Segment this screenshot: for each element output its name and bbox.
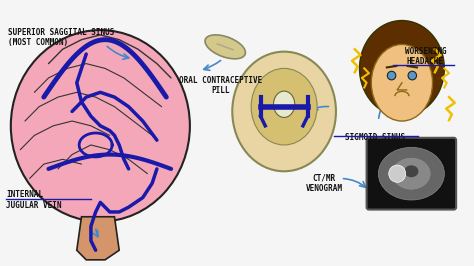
FancyBboxPatch shape (366, 138, 456, 210)
Ellipse shape (251, 68, 317, 145)
Ellipse shape (404, 165, 419, 177)
Ellipse shape (378, 147, 444, 200)
Ellipse shape (11, 30, 190, 222)
Polygon shape (77, 217, 119, 260)
Ellipse shape (359, 20, 444, 116)
Text: ORAL CONTRACEPTIVE
PILL: ORAL CONTRACEPTIVE PILL (179, 76, 262, 95)
Text: CT/MR
VENOGRAM: CT/MR VENOGRAM (306, 174, 343, 193)
Ellipse shape (371, 44, 433, 121)
Text: INTERNAL
JUGULAR VEIN: INTERNAL JUGULAR VEIN (6, 190, 62, 210)
Text: WORSENING
HEADACHE: WORSENING HEADACHE (405, 47, 447, 66)
Text: SUPERIOR SAGGITAL SINUS
(MOST COMMON): SUPERIOR SAGGITAL SINUS (MOST COMMON) (9, 28, 115, 47)
Ellipse shape (232, 52, 336, 171)
Ellipse shape (273, 91, 295, 118)
Ellipse shape (205, 35, 246, 59)
Text: SIGMOID SINUS: SIGMOID SINUS (346, 133, 405, 142)
Circle shape (408, 71, 417, 80)
Circle shape (387, 71, 396, 80)
Circle shape (389, 165, 406, 182)
Ellipse shape (392, 158, 430, 189)
